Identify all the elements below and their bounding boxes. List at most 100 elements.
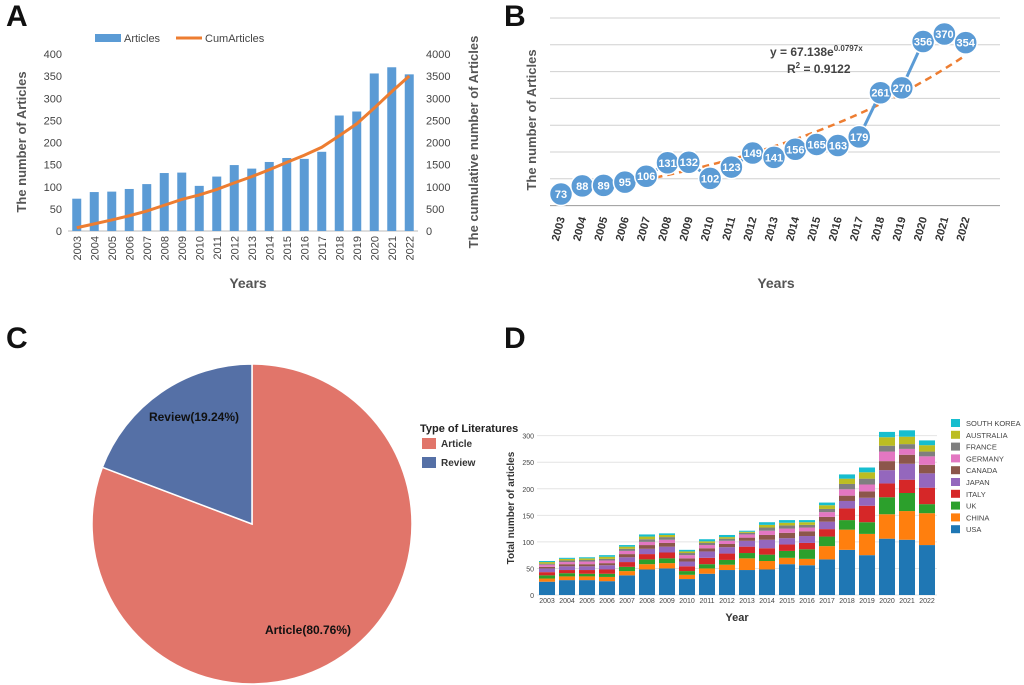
stack-usa (759, 569, 775, 595)
stack-uk (899, 493, 915, 512)
y2-tick-a: 0 (426, 226, 432, 238)
svg-text:R2 = 0.9122: R2 = 0.9122 (787, 61, 851, 76)
stack-canada (859, 491, 875, 498)
stack-uk (699, 564, 715, 569)
x-tick-a: 2007 (142, 236, 154, 260)
data-label-b: 354 (957, 38, 976, 50)
stack-south-korea (839, 474, 855, 479)
stack-china (559, 576, 575, 581)
legend-c-article-swatch (422, 438, 436, 449)
x-tick-d: 2008 (639, 598, 655, 605)
stack-canada (719, 544, 735, 548)
stack-uk (779, 550, 795, 558)
stack-japan (879, 470, 895, 484)
bar-a (89, 192, 99, 231)
stack-germany (699, 545, 715, 549)
stack-uk (739, 553, 755, 559)
stack-usa (799, 565, 815, 595)
legend-d-label: SOUTH KOREA (966, 419, 1021, 428)
stack-south-korea (699, 539, 715, 542)
stack-china (699, 568, 715, 574)
stack-china (899, 511, 915, 540)
legend-d-label: JAPAN (966, 478, 990, 487)
stack-germany (679, 555, 695, 559)
y-axis-title-b: The number of Articles (524, 49, 539, 190)
bar-a (387, 67, 397, 232)
stack-australia (839, 478, 855, 484)
stack-germany (859, 484, 875, 492)
y2-tick-a: 1500 (426, 160, 450, 172)
stack-germany (819, 512, 835, 517)
stack-china (819, 546, 835, 560)
stack-france (739, 532, 755, 535)
equation-exponent: 0.0797x (834, 44, 863, 53)
stack-italy (639, 554, 655, 560)
stack-japan (799, 536, 815, 543)
stack-south-korea (899, 430, 915, 437)
x-tick-d: 2012 (719, 598, 735, 605)
y-tick-d: 0 (530, 593, 534, 600)
stack-china (859, 533, 875, 556)
legend-d-swatch (951, 513, 960, 522)
stack-germany (599, 560, 615, 564)
x-tick-d: 2011 (699, 598, 714, 605)
stack-germany (799, 527, 815, 532)
legend-d-swatch (951, 525, 960, 534)
stack-canada (919, 464, 935, 474)
x-tick-a: 2021 (387, 236, 399, 260)
stack-australia (539, 562, 555, 564)
stack-france (619, 548, 635, 551)
stack-australia (799, 522, 815, 525)
y-tick-a: 100 (44, 182, 62, 194)
legend-d-label: CANADA (966, 466, 997, 475)
legend-d-swatch (951, 489, 960, 498)
y-axis-title-d: Total number of articles (506, 451, 517, 564)
stack-uk (859, 522, 875, 534)
bar-a (247, 168, 257, 231)
stack-australia (819, 505, 835, 509)
stack-germany (659, 539, 675, 543)
bar-a (299, 158, 309, 231)
x-tick-b: 2005 (593, 216, 611, 243)
stack-italy (779, 544, 795, 551)
data-label-b: 89 (597, 180, 609, 192)
stack-china (639, 564, 655, 570)
bar-a (212, 176, 222, 231)
stack-china (579, 576, 595, 581)
stack-china (779, 557, 795, 565)
x-tick-a: 2004 (89, 236, 101, 260)
stack-canada (559, 564, 575, 567)
stack-south-korea (799, 520, 815, 523)
x-tick-d: 2004 (559, 598, 575, 605)
legend-c-review-swatch (422, 457, 436, 468)
legend-d-label: GERMANY (966, 454, 1004, 463)
legend-a-articles-swatch (95, 34, 121, 42)
x-tick-a: 2005 (107, 236, 119, 260)
bar-a (124, 188, 134, 231)
stack-usa (699, 573, 715, 595)
stack-japan (759, 539, 775, 549)
stack-usa (879, 538, 895, 595)
data-label-b: 270 (893, 83, 911, 95)
x-tick-d: 2014 (759, 598, 775, 605)
data-point-b (889, 75, 915, 101)
y-axis-title-a: The number of Articles (14, 71, 29, 212)
x-tick-a: 2019 (352, 236, 364, 260)
stack-canada (819, 516, 835, 522)
x-tick-d: 2003 (539, 598, 555, 605)
legend-d-swatch (951, 442, 960, 451)
x-tick-b: 2021 (933, 216, 951, 243)
data-point-b (910, 29, 936, 54)
stack-france (659, 537, 675, 540)
stack-uk (919, 504, 935, 514)
stack-china (739, 558, 755, 571)
stack-italy (539, 572, 555, 576)
legend-c-article-label: Article (441, 439, 473, 450)
stack-germany (879, 451, 895, 462)
x-tick-b: 2011 (721, 216, 739, 242)
stack-italy (899, 479, 915, 493)
x-tick-a: 2011 (212, 236, 224, 260)
stack-china (619, 571, 635, 576)
x-tick-d: 2009 (659, 598, 675, 605)
